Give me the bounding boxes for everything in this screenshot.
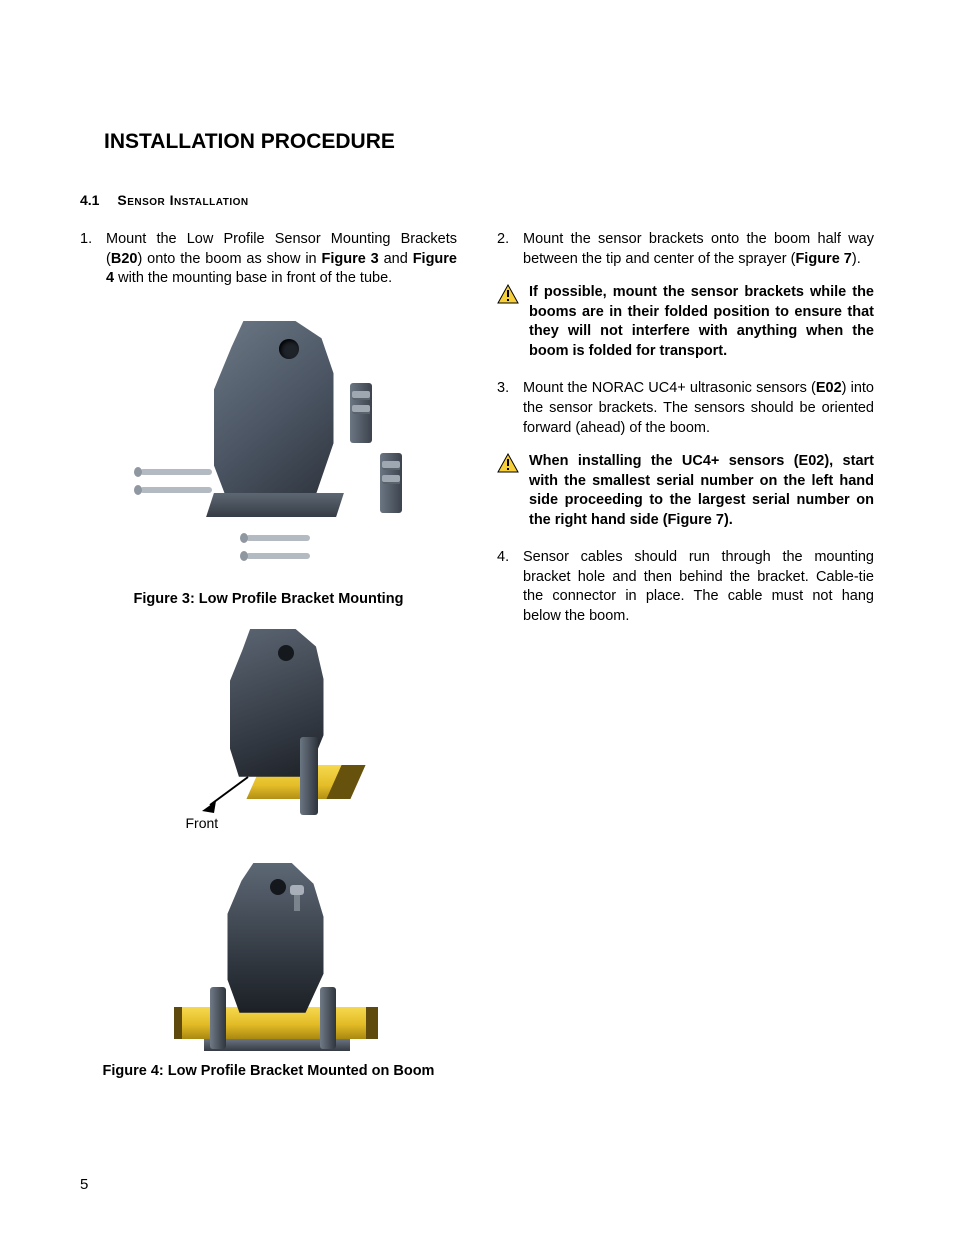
section-number: 4.1 [80,192,99,208]
warning-icon [497,453,519,530]
page-number: 5 [80,1176,88,1193]
text-run: ). [852,251,861,267]
figure-3-diagram [124,303,414,583]
front-label: Front [186,815,219,831]
left-column: 1. Mount the Low Profile Sensor Mounting… [80,230,457,1097]
list-number: 1. [80,230,98,289]
figure-4-caption: Figure 4: Low Profile Bracket Mounted on… [103,1063,435,1079]
step-2: 2. Mount the sensor brackets onto the bo… [497,230,874,269]
text-run: ) onto the boom as show in [137,251,321,267]
text-run: with the mounting base in front of the t… [114,270,392,286]
warning-2: When installing the UC4+ sensors (E02), … [497,452,874,530]
warning-icon [497,284,519,361]
step-1: 1. Mount the Low Profile Sensor Mounting… [80,230,457,289]
step-3: 3. Mount the NORAC UC4+ ultrasonic senso… [497,379,874,438]
figure-3-caption: Figure 3: Low Profile Bracket Mounting [134,591,404,607]
figure-3: Figure 3: Low Profile Bracket Mounting [80,303,457,625]
section-name: Sensor Installation [117,192,248,208]
list-body: Mount the NORAC UC4+ ultrasonic sensors … [523,379,874,438]
list-body: Sensor cables should run through the mou… [523,548,874,626]
step-4: 4. Sensor cables should run through the … [497,548,874,626]
bold-ref: Figure 3 [322,251,379,267]
figure-4-diagram: Front [154,625,384,1055]
arrow-icon [200,775,252,815]
text-run: and [379,251,413,267]
list-body: Mount the Low Profile Sensor Mounting Br… [106,230,457,289]
list-number: 4. [497,548,515,626]
warning-text: If possible, mount the sensor brackets w… [529,283,874,361]
list-number: 2. [497,230,515,269]
bold-ref: Figure 7 [795,251,851,267]
list-body: Mount the sensor brackets onto the boom … [523,230,874,269]
section-header: 4.1 Sensor Installation [80,192,874,208]
page-title: INSTALLATION PROCEDURE [104,130,874,154]
text-run: Mount the NORAC UC4+ ultrasonic sensors … [523,380,816,396]
bold-ref: E02 [816,380,842,396]
warning-1: If possible, mount the sensor brackets w… [497,283,874,361]
right-column: 2. Mount the sensor brackets onto the bo… [497,230,874,1097]
figure-4: Front Figure 4: Low Profile Bracket Moun… [80,625,457,1097]
bold-ref: B20 [111,251,138,267]
warning-text: When installing the UC4+ sensors (E02), … [529,452,874,530]
list-number: 3. [497,379,515,438]
two-column-layout: 1. Mount the Low Profile Sensor Mounting… [80,230,874,1097]
